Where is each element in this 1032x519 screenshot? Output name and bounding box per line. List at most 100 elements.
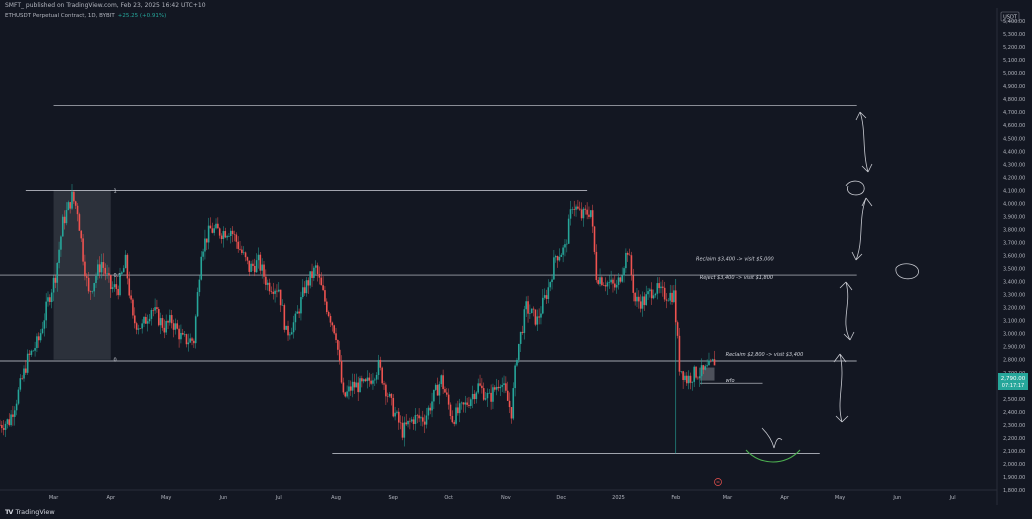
currency-badge[interactable]: [1000, 11, 1020, 22]
candle: [335, 327, 337, 344]
candle: [706, 359, 708, 368]
candle: [23, 365, 25, 382]
candle: [519, 331, 522, 353]
candle: [169, 309, 171, 326]
price-axis[interactable]: 5,400.00 5,300.00 5,200.00 5,100.00 5,000.00…: [1003, 19, 1025, 494]
candle-body: [222, 231, 225, 239]
candle: [126, 253, 129, 285]
annotation-text: wfo: [726, 378, 735, 384]
candle-body: [412, 419, 415, 424]
candle-body: [161, 318, 164, 328]
candle: [301, 279, 304, 300]
candle-body: [95, 275, 97, 284]
candle-body: [643, 296, 646, 306]
candle: [636, 287, 638, 307]
candle: [60, 235, 62, 257]
candle: [176, 319, 179, 330]
candle-body: [575, 206, 577, 210]
candle: [634, 291, 636, 306]
candle: [693, 365, 696, 388]
x-tick-label: Jun: [218, 495, 227, 501]
candle-body: [553, 257, 555, 280]
candle-body: [630, 255, 633, 276]
candle-body: [569, 209, 572, 219]
candle-body: [359, 378, 361, 393]
candle-body: [274, 290, 276, 294]
candle: [8, 413, 11, 427]
y-tick-label: 4,800.00: [1003, 97, 1025, 103]
candle: [104, 263, 107, 281]
candle-body: [47, 297, 49, 302]
candle: [265, 269, 267, 291]
candle: [569, 200, 572, 226]
candle-body: [385, 384, 387, 397]
y-tick-label: 3,400.00: [1003, 280, 1025, 286]
candle: [309, 271, 311, 289]
candle-body: [693, 366, 696, 382]
candle-body: [601, 277, 603, 286]
y-tick-label: 3,300.00: [1003, 293, 1025, 299]
candle: [680, 371, 683, 374]
candle-body: [111, 287, 114, 290]
candle-body: [612, 279, 614, 284]
candle-body: [50, 292, 53, 303]
candle-body: [320, 277, 323, 286]
candle-body: [475, 392, 478, 400]
candle-body: [15, 403, 18, 411]
candle-body: [292, 322, 295, 333]
candle: [235, 232, 238, 249]
double-arrow-2: [851, 197, 873, 261]
candle: [241, 245, 243, 256]
candle-body: [680, 371, 683, 372]
candle-body: [124, 254, 127, 269]
y-tick-label: 2,100.00: [1003, 449, 1025, 455]
candle: [488, 388, 491, 394]
candle: [154, 298, 156, 315]
candle-body: [639, 301, 642, 309]
candle: [135, 321, 138, 335]
tradingview-logo[interactable]: TV TradingView: [5, 508, 55, 516]
candle: [410, 416, 413, 423]
time-axis[interactable]: Mar Apr May Jun Jul Aug Sep Oct Nov Dec 2025 Feb Mar…: [49, 495, 956, 501]
candle-body: [566, 243, 568, 245]
candle: [534, 309, 537, 327]
candle-body: [458, 403, 461, 414]
candle: [606, 280, 609, 296]
candle: [556, 255, 559, 268]
candle: [691, 381, 694, 391]
candle: [28, 350, 31, 362]
candle-body: [471, 393, 474, 400]
candle-body: [30, 350, 33, 355]
candle-body: [713, 359, 716, 366]
candle: [202, 248, 204, 261]
candle: [689, 372, 692, 390]
x-tick-label: Apr: [106, 495, 116, 501]
candle-body: [436, 384, 439, 396]
candle-body: [318, 274, 321, 278]
candle-body: [466, 402, 468, 405]
candle: [608, 275, 611, 289]
candle-body: [586, 209, 588, 215]
candle-body: [150, 310, 153, 319]
x-tick-label: May: [835, 495, 845, 501]
candle: [423, 414, 426, 434]
candle-body: [296, 311, 299, 314]
candle: [562, 245, 564, 263]
candle-body: [17, 389, 20, 404]
candle: [667, 297, 670, 302]
candle: [602, 282, 605, 286]
candle-body: [591, 210, 594, 227]
candle: [499, 384, 502, 397]
candle-body: [117, 288, 119, 296]
candle-body: [357, 382, 359, 393]
candle-body: [106, 273, 108, 274]
candle-body: [12, 414, 14, 417]
candle-body: [36, 336, 38, 349]
candle-body: [702, 365, 705, 370]
x-tick-label: Nov: [501, 495, 511, 501]
candle: [4, 421, 7, 438]
candle-body: [331, 322, 334, 326]
candle: [56, 262, 59, 292]
candle: [322, 276, 324, 292]
